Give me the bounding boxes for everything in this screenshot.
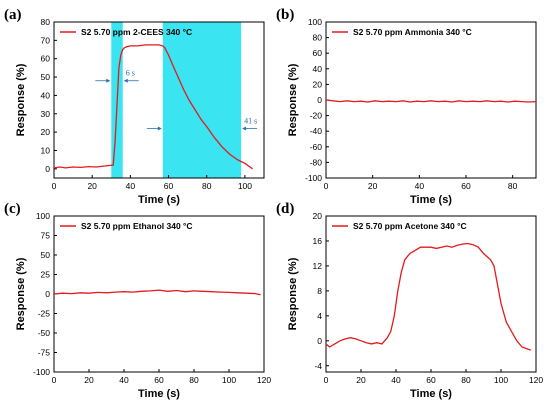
legend-label: S2 5.70 ppm Ethanol 340 °C <box>81 221 193 231</box>
x-tick-label: 100 <box>494 375 508 385</box>
x-tick-label: 120 <box>529 375 543 385</box>
y-tick-label: 40 <box>313 64 323 74</box>
y-tick-label: 80 <box>313 33 323 43</box>
y-tick-label: 8 <box>317 286 322 296</box>
y-tick-label: -25 <box>38 309 51 319</box>
x-tick-label: 120 <box>257 375 271 385</box>
panel-label: (d) <box>276 201 294 217</box>
y-tick-label: 4 <box>317 311 322 321</box>
x-tick-label: 80 <box>461 375 471 385</box>
panel-c: 0 20 40 60 80 100 120 -100 -75 -50 -25 0 25 50 75 100 Ti… <box>4 201 271 400</box>
panel-b: 0 20 40 60 80 -100 -80 -60 -40 -20 0 20 40 60 80 100 Tim… <box>276 7 537 206</box>
series-line <box>325 242 532 351</box>
x-tick-label: 40 <box>391 375 401 385</box>
y-axis-title: Response (%) <box>287 63 299 136</box>
y-axis-title: Response (%) <box>15 257 27 330</box>
x-tick-label: 40 <box>415 181 425 191</box>
y-tick-label: -4 <box>314 361 322 371</box>
x-tick-label: 80 <box>508 181 518 191</box>
y-tick-label: 0 <box>45 289 50 299</box>
y-tick-label: -50 <box>38 328 51 338</box>
annotation-arrowhead <box>157 126 162 131</box>
y-tick-label: 30 <box>41 109 51 119</box>
annotation-arrowhead <box>242 126 247 131</box>
x-tick-label: 0 <box>52 375 57 385</box>
y-tick-label: -60 <box>310 142 323 152</box>
annotation-label: 6 s <box>126 69 135 78</box>
y-tick-label: 0 <box>317 95 322 105</box>
y-tick-label: 16 <box>313 236 323 246</box>
x-tick-label: 0 <box>324 181 329 191</box>
y-tick-label: -100 <box>33 367 50 377</box>
x-axis-title: Time (s) <box>138 388 180 400</box>
y-tick-label: 50 <box>41 250 51 260</box>
x-tick-label: 20 <box>356 375 366 385</box>
x-tick-label: 60 <box>154 375 164 385</box>
y-tick-label: 50 <box>41 72 51 82</box>
y-tick-label: -40 <box>310 126 323 136</box>
series-line <box>53 289 261 296</box>
x-tick-label: 0 <box>52 181 57 191</box>
y-tick-label: 100 <box>308 17 322 27</box>
y-tick-label: 70 <box>41 35 51 45</box>
x-tick-label: 40 <box>119 375 129 385</box>
y-tick-label: 0 <box>45 164 50 174</box>
y-axis-title: Response (%) <box>15 63 27 136</box>
y-tick-label: 40 <box>41 90 51 100</box>
y-tick-label: 25 <box>41 270 51 280</box>
annotation-arrowhead <box>123 78 128 83</box>
x-tick-label: 60 <box>426 375 436 385</box>
x-tick-label: 60 <box>164 181 174 191</box>
x-tick-label: 40 <box>126 181 136 191</box>
y-tick-label: 60 <box>41 54 51 64</box>
x-tick-label: 20 <box>87 181 97 191</box>
annotation-label: 41 s <box>244 116 257 125</box>
panel-label: (b) <box>276 7 294 23</box>
y-tick-label: 75 <box>41 231 51 241</box>
series-line <box>325 99 537 103</box>
x-tick-label: 80 <box>189 375 199 385</box>
y-tick-label: 10 <box>41 145 51 155</box>
plot-frame <box>325 21 537 179</box>
y-tick-label: -80 <box>310 157 323 167</box>
panel-label: (c) <box>4 201 21 217</box>
y-tick-label: -75 <box>38 348 51 358</box>
x-tick-label: 60 <box>461 181 471 191</box>
panel-a: 0 20 40 60 80 100 0 10 20 30 40 50 60 70 80 Time (s) Res… <box>4 7 265 206</box>
x-axis-title: Time (s) <box>410 194 452 206</box>
legend-label: S2 5.70 ppm Ammonia 340 °C <box>353 27 472 37</box>
plot-frame <box>53 21 265 179</box>
x-axis-title: Time (s) <box>410 388 452 400</box>
y-tick-label: 80 <box>41 17 51 27</box>
x-tick-label: 100 <box>238 181 252 191</box>
series-line <box>53 44 253 170</box>
y-tick-label: -20 <box>310 111 323 121</box>
plot-frame <box>53 215 265 373</box>
y-tick-label: 60 <box>313 48 323 58</box>
x-tick-label: 20 <box>368 181 378 191</box>
y-tick-label: 20 <box>313 79 323 89</box>
y-tick-label: 20 <box>41 127 51 137</box>
y-tick-label: 100 <box>36 211 50 221</box>
x-tick-label: 100 <box>222 375 236 385</box>
y-tick-label: 12 <box>313 261 323 271</box>
y-axis-title: Response (%) <box>287 257 299 330</box>
plot-frame <box>325 215 537 373</box>
panel-label: (a) <box>4 7 22 23</box>
x-tick-label: 80 <box>202 181 212 191</box>
annotation-arrowhead <box>106 78 111 83</box>
legend-label: S2 5.70 ppm Acetone 340 °C <box>353 221 467 231</box>
y-tick-label: -100 <box>305 173 322 183</box>
y-tick-label: 20 <box>313 211 323 221</box>
x-tick-label: 20 <box>84 375 94 385</box>
x-axis-title: Time (s) <box>138 194 180 206</box>
y-tick-label: 0 <box>317 336 322 346</box>
legend-label: S2 5.70 ppm 2-CEES 340 °C <box>81 27 192 37</box>
x-tick-label: 0 <box>324 375 329 385</box>
